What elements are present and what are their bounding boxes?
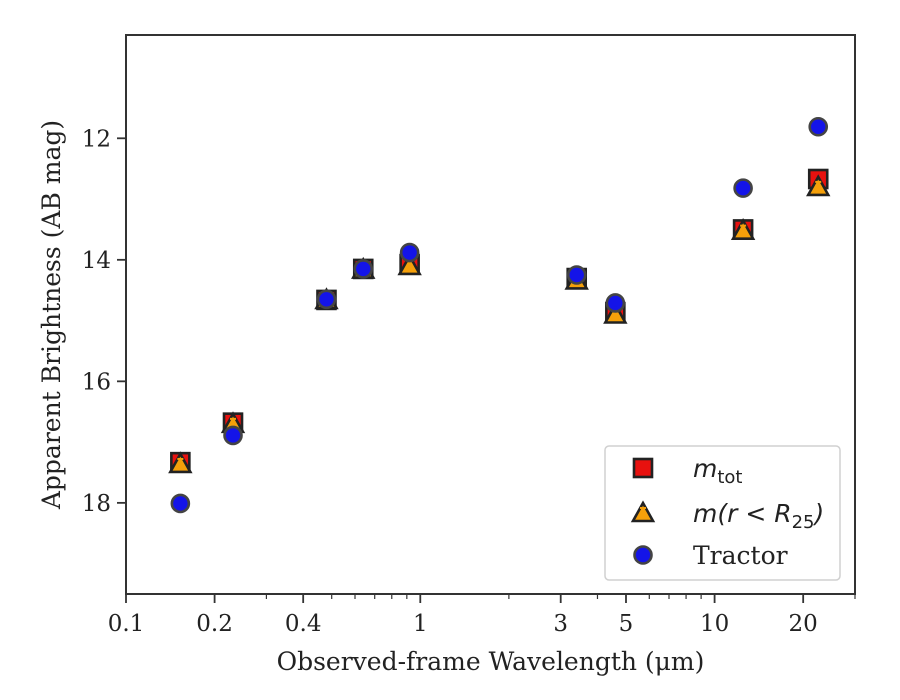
data-points [168, 116, 831, 514]
legend-box [604, 445, 841, 581]
legend-error-bar-mtot [640, 462, 646, 474]
x-axis-ticks: 0.1 0.2 0.4 1 3 5 10 20 [108, 594, 856, 637]
legend-label-tractor: Tractor [693, 541, 788, 570]
legend-label-subscript: 25 [792, 512, 815, 533]
legend-label-subscript: tot [717, 467, 742, 488]
legend-label-mtot: mtot [693, 454, 743, 488]
error-bar-tractor [360, 262, 367, 275]
y-tick-label: 12 [82, 126, 111, 152]
legend-label-suffix: ) [813, 499, 825, 528]
x-tick-label: 3 [553, 611, 568, 637]
y-tick-label: 18 [82, 491, 111, 517]
y-tick-label: 16 [82, 369, 111, 395]
legend-error-bar-m-r25 [640, 507, 646, 519]
x-tick-label: 20 [789, 611, 818, 637]
series-m-r25 [168, 174, 831, 474]
error-bar-tractor [573, 269, 580, 282]
error-bar-tractor [323, 293, 330, 306]
x-tick-label: 0.4 [285, 611, 322, 637]
x-tick-label: 0.1 [108, 611, 145, 637]
legend-label-main: m [693, 454, 717, 483]
series-mtot [170, 168, 829, 473]
x-tick-label: 1 [413, 611, 428, 637]
x-axis-label: Observed-frame Wavelength (μm) [277, 647, 705, 676]
error-bar-m-r25 [740, 224, 747, 237]
legend: mtot m(r < R25) Tractor [604, 445, 841, 581]
error-bar-m-r25 [815, 180, 822, 193]
series-tractor [170, 116, 829, 514]
error-bar-tractor [406, 246, 413, 259]
legend-label-main: m(r < R [693, 499, 792, 528]
x-tick-label: 5 [619, 611, 634, 637]
x-tick-label: 0.2 [196, 611, 233, 637]
error-bar-tractor [177, 497, 184, 510]
error-bar-m-r25 [177, 457, 184, 470]
plot-area-frame [125, 34, 856, 595]
y-axis-label: Apparent Brightness (AB mag) [37, 120, 66, 510]
x-tick-label: 10 [700, 611, 729, 637]
error-bar-tractor [612, 296, 619, 309]
y-tick-label: 14 [82, 248, 111, 274]
y-axis-ticks: 12 14 16 18 [82, 126, 126, 517]
error-bar-tractor [815, 120, 822, 133]
error-bar-tractor [230, 429, 237, 442]
error-bar-tractor [740, 182, 747, 195]
legend-error-bar-tractor [640, 549, 646, 561]
legend-label-m-r25: m(r < R25) [693, 499, 824, 533]
